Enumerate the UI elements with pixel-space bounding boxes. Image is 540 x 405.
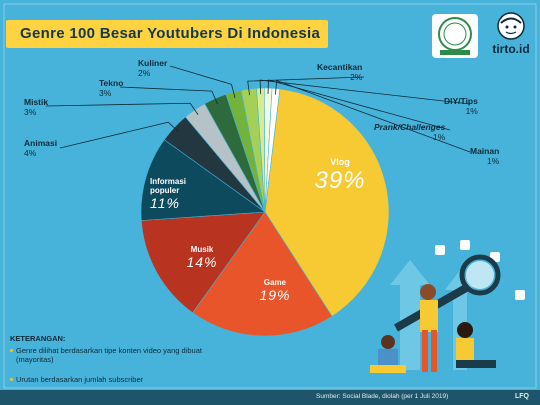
label-kecantikan-name: Kecantikan bbox=[317, 62, 363, 72]
label-kuliner: Kuliner 2% bbox=[138, 58, 167, 78]
label-tekno-value: 3% bbox=[99, 88, 112, 98]
leader-line-mistik bbox=[45, 102, 199, 116]
bullet-icon bbox=[10, 349, 13, 352]
slice-value-vlog: 39% bbox=[314, 167, 366, 194]
slice-label-informasi-populer: Informasi populer 11% bbox=[150, 177, 210, 211]
slice-value-informasi: 11% bbox=[150, 195, 180, 211]
leader-line-tekno bbox=[119, 86, 218, 105]
label-mainan-value: 1% bbox=[486, 156, 500, 166]
label-mistik: Mistik 3% bbox=[24, 97, 48, 117]
source-text: Sumber: Social Blade, diolah (per 1 Juli… bbox=[316, 393, 449, 400]
slice-label-game: Game 19% bbox=[245, 278, 305, 303]
brand-name: tirto.id bbox=[492, 42, 530, 56]
leader-line-diy-tips bbox=[259, 79, 471, 105]
label-tekno-name: Tekno bbox=[99, 78, 124, 88]
slice-value-game: 19% bbox=[259, 287, 291, 303]
pie-slice-informasi-populer bbox=[140, 139, 266, 221]
slice-value-musik: 14% bbox=[186, 254, 218, 270]
label-mistik-name: Mistik bbox=[24, 97, 49, 107]
leader-line-mainan bbox=[275, 79, 471, 153]
slice-name-game: Game bbox=[263, 278, 287, 287]
notes-item-1-line2: (mayoritas) bbox=[16, 354, 54, 364]
pie-slice-musik bbox=[140, 211, 266, 314]
fact-checking-badge-icon bbox=[432, 14, 478, 58]
notes-title: KETERANGAN: bbox=[10, 334, 66, 343]
label-animasi: Animasi 4% bbox=[24, 138, 57, 158]
label-prank-value: 1% bbox=[433, 132, 446, 142]
tirto-logo-icon bbox=[497, 12, 525, 40]
notes-item-2-text: Urutan berdasarkan jumlah subscriber bbox=[16, 375, 144, 384]
label-prank-name: Prank/Challenges bbox=[374, 122, 446, 132]
leader-line-kecantikan bbox=[247, 76, 365, 96]
footer-bar bbox=[0, 390, 540, 405]
legend-notes: KETERANGAN: Genre dilihat berdasarkan ti… bbox=[10, 334, 202, 385]
label-kecantikan-value: 2% bbox=[350, 72, 363, 82]
label-animasi-value: 4% bbox=[24, 148, 37, 158]
slice-label-musik: Musik 14% bbox=[172, 245, 232, 270]
slice-name-vlog: Vlog bbox=[330, 157, 350, 167]
slice-label-vlog: Vlog 39% bbox=[300, 158, 380, 195]
label-diy-tips: DIY/Tips 1% bbox=[444, 96, 478, 116]
label-diy-value: 1% bbox=[465, 106, 478, 116]
label-mainan: Mainan 1% bbox=[470, 146, 499, 166]
notes-item-1-line1: Genre dilihat berdasarkan tipe konten vi… bbox=[16, 346, 202, 355]
pie-slice-vlog bbox=[264, 88, 390, 317]
label-kecantikan: Kecantikan 2% bbox=[317, 62, 362, 82]
chart-title: Genre 100 Besar Youtubers Di Indonesia bbox=[20, 25, 321, 42]
label-animasi-name: Animasi bbox=[24, 138, 58, 148]
credit-text: LFQ bbox=[515, 393, 529, 400]
slice-name-informasi-line2: populer bbox=[150, 186, 180, 195]
slice-name-musik: Musik bbox=[190, 245, 214, 254]
label-mistik-value: 3% bbox=[24, 107, 37, 117]
label-prank-challenges: Prank/Challenges 1% bbox=[374, 122, 445, 142]
bullet-icon bbox=[10, 378, 13, 381]
leader-line-kuliner bbox=[169, 65, 236, 98]
slice-name-informasi-line1: Informasi bbox=[150, 177, 187, 186]
title-banner: Genre 100 Besar Youtubers Di Indonesia bbox=[6, 20, 328, 48]
label-diy-name: DIY/Tips bbox=[444, 96, 478, 106]
pie-slice-game bbox=[192, 211, 333, 337]
notes-item-1: Genre dilihat berdasarkan tipe konten vi… bbox=[10, 346, 202, 364]
leader-line-prank-challenges bbox=[267, 79, 451, 131]
notes-item-2: Urutan berdasarkan jumlah subscriber bbox=[10, 375, 202, 385]
label-kuliner-name: Kuliner bbox=[138, 58, 168, 68]
people-illustration bbox=[370, 240, 525, 373]
label-mainan-name: Mainan bbox=[470, 146, 500, 156]
leader-line-animasi bbox=[59, 121, 179, 149]
label-kuliner-value: 2% bbox=[138, 68, 151, 78]
label-tekno: Tekno 3% bbox=[99, 78, 123, 98]
